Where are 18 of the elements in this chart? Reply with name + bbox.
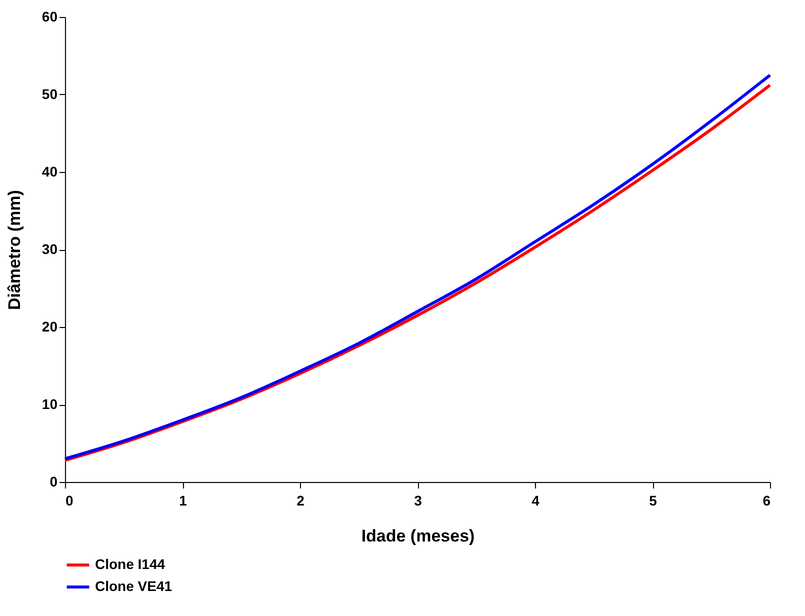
legend-label: Clone I144 <box>95 556 166 572</box>
y-tick-label: 50 <box>42 86 58 102</box>
x-tick-label: 4 <box>532 492 540 508</box>
legend-label: Clone VE41 <box>95 578 172 594</box>
y-tick-label: 20 <box>42 318 58 334</box>
x-tick-label: 5 <box>649 492 658 508</box>
x-tick-label: 3 <box>414 492 422 508</box>
y-tick-label: 0 <box>50 474 58 490</box>
y-tick-label: 30 <box>42 241 58 257</box>
x-tick-label: 0 <box>66 492 74 508</box>
x-axis-title: Idade (meses) <box>361 526 475 546</box>
y-axis-title: Diâmetro (mm) <box>4 190 24 310</box>
x-tick-label: 1 <box>179 492 188 508</box>
x-tick-label: 6 <box>762 492 771 508</box>
y-tick-label: 40 <box>42 164 58 180</box>
y-tick-label: 10 <box>42 396 58 412</box>
x-tick-label: 2 <box>296 492 305 508</box>
y-tick-label: 60 <box>42 8 58 24</box>
